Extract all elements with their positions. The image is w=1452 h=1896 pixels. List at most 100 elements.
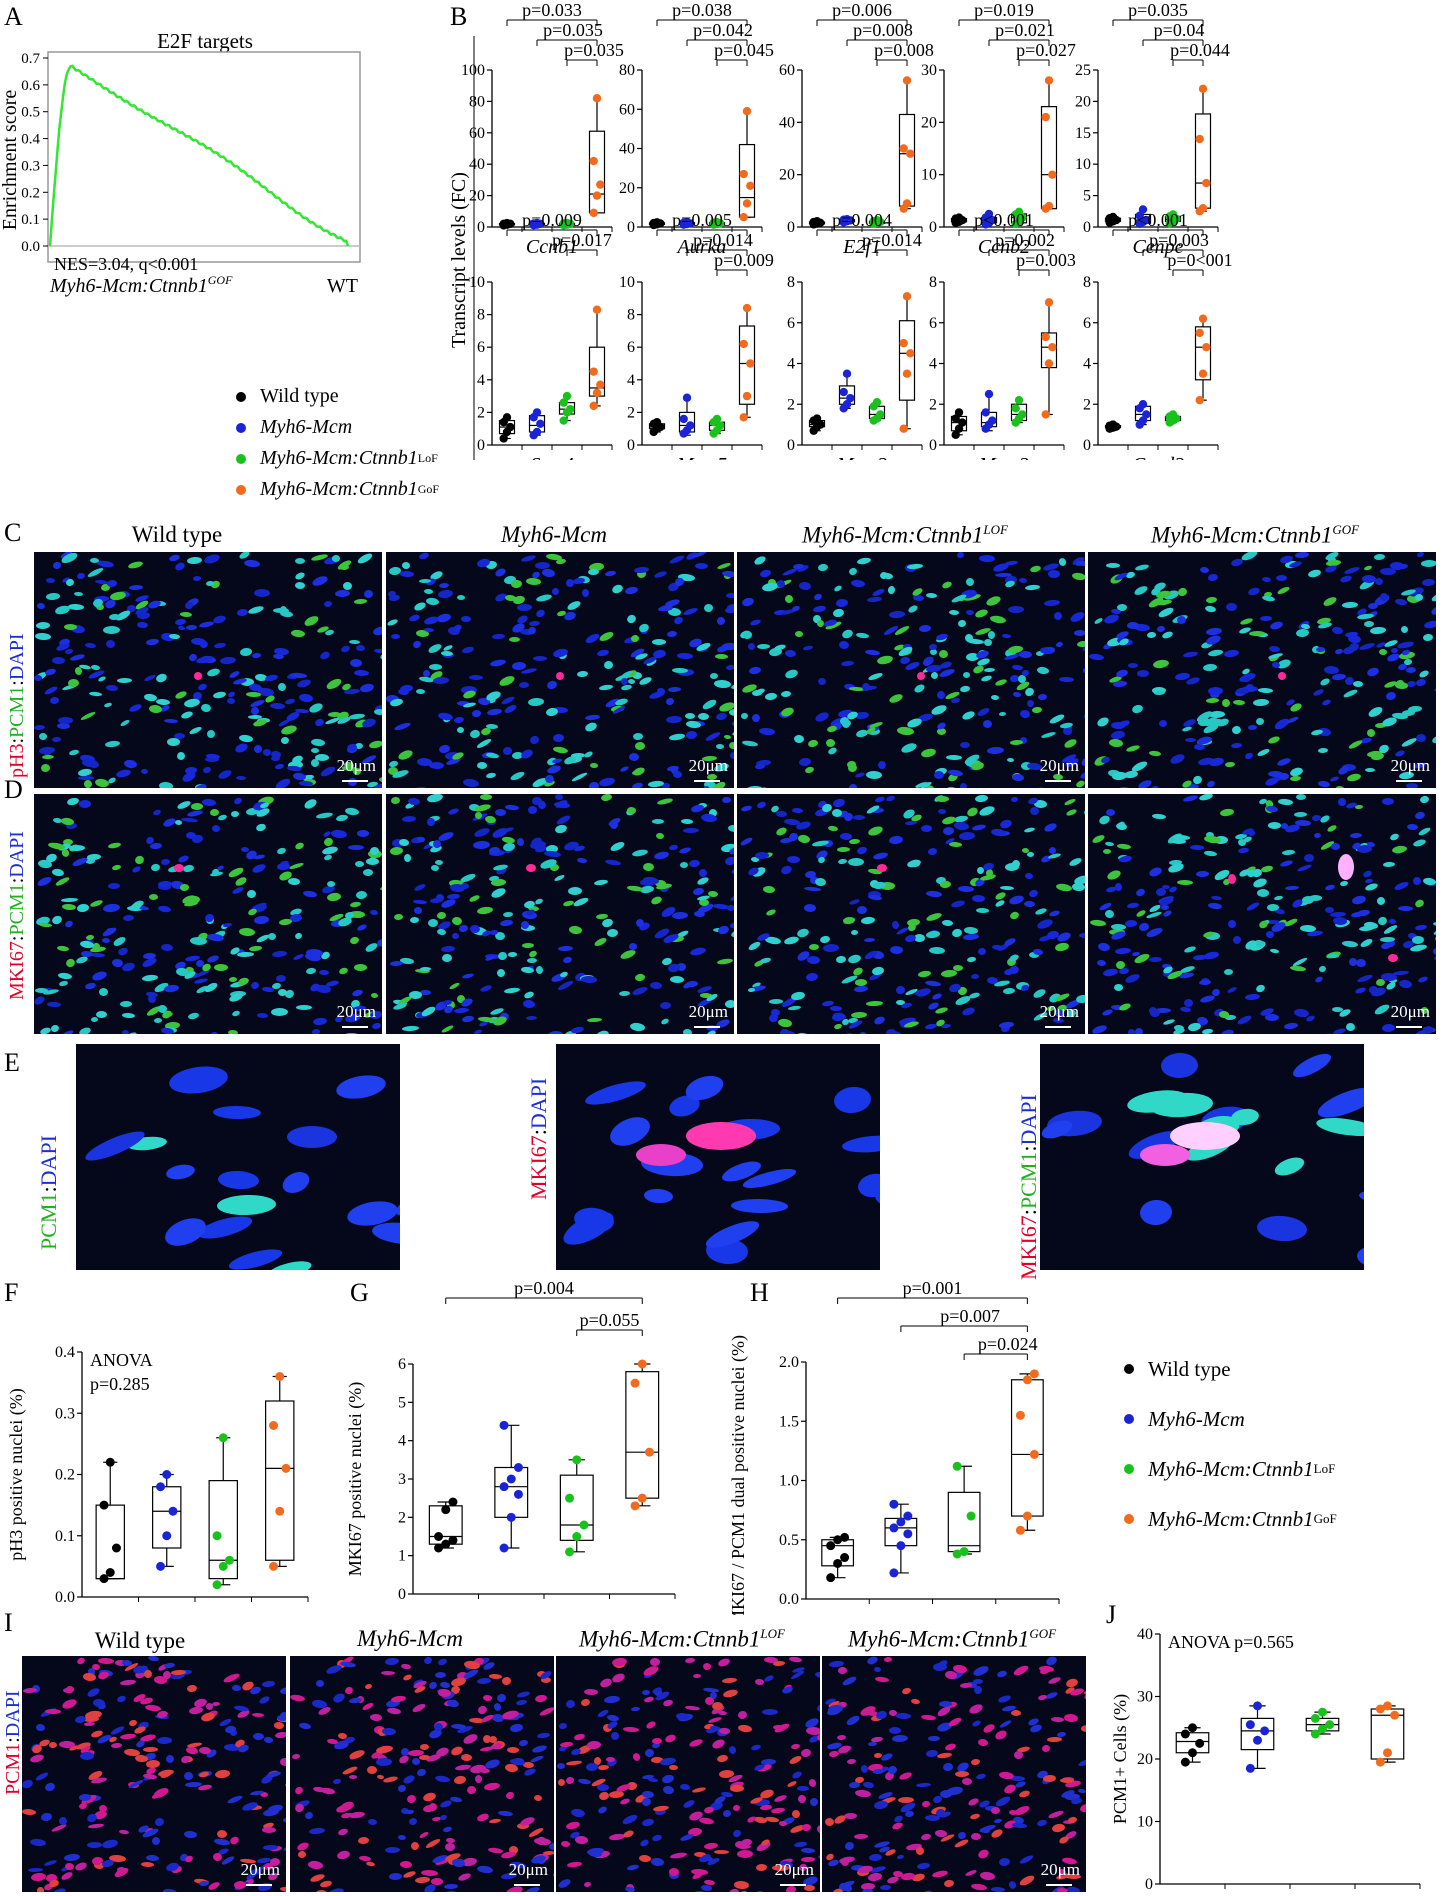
- data-point: [1022, 1511, 1032, 1521]
- nucleus: [384, 1657, 400, 1666]
- data-point: [1318, 1707, 1327, 1717]
- nucleus: [1281, 849, 1296, 856]
- nucleus: [944, 786, 957, 788]
- label-part: PCM1: [1016, 1151, 1041, 1210]
- nucleus: [368, 739, 382, 750]
- nucleus: [653, 850, 670, 861]
- nucleus: [737, 1724, 753, 1733]
- nucleus: [873, 1666, 882, 1673]
- legend2-sup-lof: LoF: [1313, 1461, 1336, 1476]
- nucleus: [939, 880, 952, 889]
- nucleus: [832, 1084, 873, 1116]
- y-tick-label: 0.2: [55, 1467, 75, 1484]
- data-point: [1260, 1726, 1270, 1736]
- nucleus: [434, 1774, 451, 1784]
- nucleus: [944, 1742, 957, 1752]
- p-value-label: p=0.004: [832, 210, 892, 230]
- y-tick-label: 5: [398, 1394, 406, 1411]
- nucleus: [976, 1847, 991, 1861]
- nucleus: [1088, 653, 1105, 661]
- nucleus: [748, 666, 762, 675]
- data-point: [1011, 404, 1020, 413]
- legend2-item-wt: Wild type: [1124, 1344, 1337, 1394]
- nucleus: [44, 1708, 62, 1715]
- data-point: [212, 1531, 222, 1541]
- data-point: [596, 380, 605, 389]
- nucleus: [1047, 1675, 1062, 1686]
- p-value-label: p=0.024: [978, 1334, 1038, 1354]
- nucleus: [296, 1005, 312, 1010]
- nucleus: [1003, 968, 1015, 976]
- nucleus: [1205, 627, 1223, 636]
- micrograph-e-mki67: [556, 1044, 880, 1270]
- nucleus: [60, 1870, 74, 1882]
- nucleus: [1398, 979, 1413, 989]
- nucleus: [819, 935, 831, 944]
- data-point: [833, 1558, 843, 1568]
- data-point: [630, 1378, 640, 1388]
- nucleus: [725, 592, 734, 599]
- legend2-label-wt: Wild type: [1148, 1356, 1231, 1381]
- nucleus: [393, 721, 412, 732]
- y-tick-label: 0: [1145, 1876, 1153, 1893]
- nucleus: [1001, 633, 1012, 639]
- nucleus: [809, 1797, 819, 1807]
- nucleus: [788, 1656, 803, 1663]
- nucleus: [1376, 915, 1389, 927]
- nucleus: [160, 943, 174, 952]
- nucleus: [1134, 887, 1147, 898]
- nucleus: [1255, 717, 1265, 726]
- nucleus: [715, 711, 728, 722]
- data-point: [162, 1531, 172, 1541]
- nucleus: [1111, 771, 1128, 781]
- y-tick-label: 1: [398, 1548, 406, 1565]
- nucleus: [970, 760, 985, 772]
- nucleus: [488, 1818, 502, 1824]
- nucleus: [587, 568, 600, 576]
- nucleus: [356, 552, 374, 566]
- nucleus: [562, 899, 575, 908]
- nucleus: [325, 676, 343, 692]
- nucleus: [227, 690, 236, 699]
- nucleus: [311, 574, 329, 588]
- nucleus: [157, 904, 172, 914]
- nucleus: [282, 1816, 286, 1824]
- nucleus: [402, 1869, 417, 1880]
- nucleus: [46, 1001, 62, 1008]
- nucleus: [1392, 970, 1410, 976]
- nucleus: [117, 946, 129, 957]
- nucleus: [90, 1016, 99, 1023]
- nucleus: [1150, 785, 1160, 788]
- nucleus: [983, 667, 996, 673]
- data-point: [739, 212, 748, 222]
- nucleus: [279, 1886, 286, 1892]
- data-point: [742, 107, 752, 116]
- nucleus: [773, 1793, 788, 1804]
- nucleus: [682, 1028, 693, 1034]
- nucleus: [879, 1884, 892, 1891]
- nucleus: [727, 824, 734, 833]
- nucleus: [1430, 604, 1436, 617]
- nucleus: [443, 1883, 459, 1890]
- nucleus: [1021, 762, 1032, 770]
- nucleus: [1046, 1736, 1063, 1743]
- nucleus: [829, 1005, 843, 1012]
- nucleus: [251, 1712, 265, 1718]
- nucleus: [1269, 620, 1284, 631]
- scale-bar: [780, 1884, 806, 1886]
- data-point: [682, 217, 692, 227]
- nucleus: [1303, 853, 1315, 863]
- nucleus: [163, 983, 180, 994]
- nucleus: [976, 706, 991, 718]
- nucleus: [570, 1025, 585, 1034]
- nucleus: [1032, 987, 1047, 1000]
- nucleus: [992, 561, 1010, 574]
- nucleus: [585, 1762, 599, 1772]
- nucleus: [917, 970, 932, 978]
- y-tick-label: 0: [477, 437, 485, 454]
- nucleus: [490, 886, 507, 900]
- nucleus: [959, 685, 971, 693]
- data-point: [984, 389, 994, 399]
- data-point: [952, 1461, 962, 1471]
